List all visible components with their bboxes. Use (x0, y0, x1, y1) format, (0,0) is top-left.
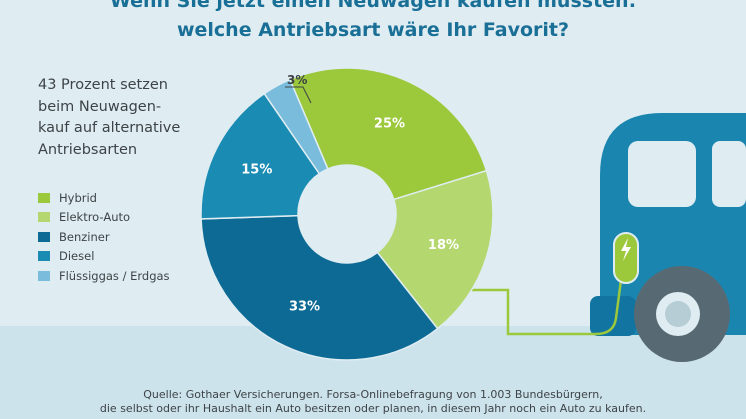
slice-hybrid (288, 67, 488, 201)
legend-label-elektro-auto: Elektro-Auto (59, 210, 131, 225)
legend: Hybrid Elektro-Auto Benziner Diesel Flüs… (38, 188, 170, 286)
slice-label-diesel: 15% (241, 162, 272, 177)
car-illustration (465, 113, 746, 362)
source-line-2: die selbst oder ihr Haushalt ein Auto be… (99, 402, 647, 415)
slice-label-hybrid: 25% (374, 116, 405, 131)
slice-elektro-auto (376, 169, 494, 330)
legend-label-benziner: Benziner (59, 229, 110, 244)
legend-item-fluessiggas-erdgas: Flüssiggas / Erdgas (38, 266, 170, 286)
source-line-1: Quelle: Gothaer Versicherungen. Forsa-On… (143, 388, 603, 401)
subtitle: 43 Prozent setzen beim Neuwagen- kauf au… (38, 75, 228, 161)
legend-swatch-hybrid (38, 192, 50, 203)
callout-3-percent: 3% (285, 73, 312, 104)
slice-label-fluessiggas-erdgas: 3% (287, 73, 307, 87)
legend-swatch-fluessiggas-erdgas (38, 270, 50, 281)
slice-label-elektro-auto: 18% (428, 238, 459, 253)
legend-swatch-benziner (38, 231, 50, 242)
legend-label-fluessiggas-erdgas: Flüssiggas / Erdgas (59, 268, 170, 283)
legend-label-hybrid: Hybrid (59, 190, 97, 205)
charging-cable-icon (465, 279, 623, 336)
legend-item-elektro-auto: Elektro-Auto (38, 208, 170, 228)
slice-label-benziner: 33% (289, 300, 320, 315)
subtitle-line-2: beim Neuwagen- (38, 98, 162, 115)
slice-fluessiggas-erdgas (263, 78, 329, 175)
car-bumper (590, 296, 636, 336)
chart-title-line-1: Wenn Sie jetzt einen Neuwagen kaufen müs… (109, 0, 637, 12)
callout-line (285, 86, 312, 104)
legend-swatch-diesel (38, 251, 50, 262)
legend-item-diesel: Diesel (38, 247, 170, 267)
car-hubcap-inner (665, 301, 691, 327)
car-window-right (712, 141, 746, 207)
legend-item-benziner: Benziner (38, 227, 170, 247)
slice-benziner (200, 214, 439, 361)
legend-item-hybrid: Hybrid (38, 188, 170, 208)
chart-title-line-2: welche Antriebsart wäre Ihr Favorit? (176, 19, 570, 41)
charging-plug-icon (613, 232, 639, 284)
subtitle-line-4: Antriebsarten (38, 141, 138, 158)
car-window-left (628, 141, 696, 207)
legend-swatch-elektro-auto (38, 212, 50, 223)
slice-diesel (200, 92, 321, 220)
lightning-bolt-icon (621, 238, 631, 261)
legend-label-diesel: Diesel (59, 249, 95, 264)
donut-chart: 25% 18% 33% 15% (200, 67, 494, 361)
subtitle-line-1: 43 Prozent setzen (38, 77, 168, 93)
subtitle-line-3: kauf auf alternative (38, 120, 181, 136)
